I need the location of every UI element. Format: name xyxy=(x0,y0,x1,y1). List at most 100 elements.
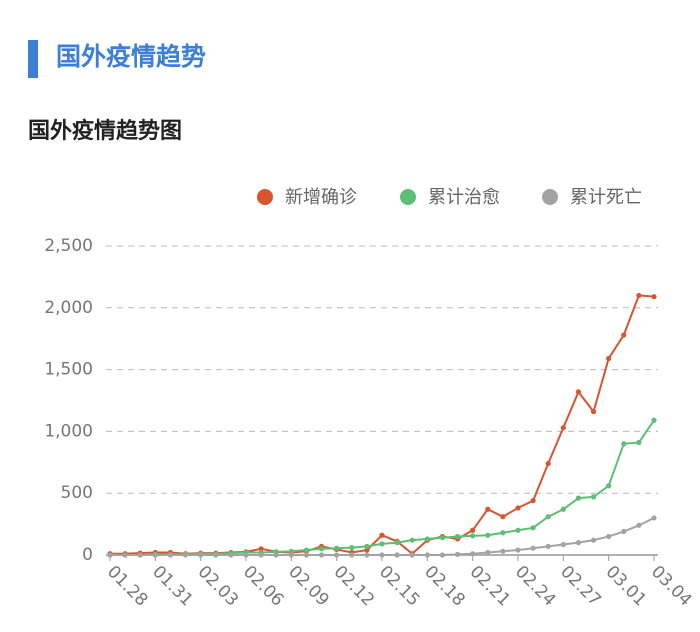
x-tick-label: 02.09 xyxy=(284,562,333,611)
data-point xyxy=(590,409,597,415)
data-point xyxy=(288,548,294,554)
data-point xyxy=(485,532,491,538)
data-point xyxy=(530,498,536,504)
y-tick-label: 2,000 xyxy=(44,298,93,318)
data-point xyxy=(621,441,627,447)
data-point xyxy=(364,543,370,549)
data-point xyxy=(364,552,370,558)
data-point xyxy=(470,533,476,539)
data-point xyxy=(470,551,476,557)
data-point xyxy=(606,533,612,540)
data-point xyxy=(590,494,597,500)
legend-marker xyxy=(542,189,558,205)
data-point xyxy=(500,530,506,536)
data-point xyxy=(182,552,189,558)
data-point xyxy=(530,545,536,551)
data-point xyxy=(394,540,400,546)
data-point xyxy=(334,552,340,558)
data-point xyxy=(515,547,521,553)
data-point xyxy=(364,547,370,553)
data-point xyxy=(424,552,430,558)
header-bar xyxy=(28,40,38,78)
y-tick-label: 0 xyxy=(82,545,93,565)
data-point xyxy=(167,552,174,558)
chart-title: 国外疫情趋势图 xyxy=(28,118,182,144)
data-point xyxy=(379,541,385,547)
x-tick-label: 02.24 xyxy=(511,562,560,611)
data-point xyxy=(318,546,325,552)
y-tick-label: 1,000 xyxy=(44,421,93,441)
data-point xyxy=(424,536,430,542)
data-point xyxy=(258,546,264,552)
data-point xyxy=(621,332,627,338)
x-tick-label: 02.27 xyxy=(556,562,605,611)
y-tick-label: 1,500 xyxy=(44,360,93,380)
data-point xyxy=(636,522,642,528)
data-point xyxy=(545,514,551,520)
data-point xyxy=(500,514,506,520)
data-point xyxy=(651,294,657,300)
x-tick-label: 02.18 xyxy=(420,562,469,611)
data-point xyxy=(213,552,219,558)
series-line xyxy=(110,294,655,556)
data-point xyxy=(152,552,158,558)
data-point xyxy=(137,552,143,558)
data-point xyxy=(303,552,310,558)
data-point xyxy=(651,417,657,423)
x-tick-label: 02.15 xyxy=(375,562,424,611)
data-point xyxy=(485,549,491,556)
data-point xyxy=(394,552,400,558)
x-tick-label: 01.28 xyxy=(103,562,152,611)
data-point xyxy=(500,548,506,554)
data-point xyxy=(575,389,582,395)
y-tick-label: 500 xyxy=(61,483,93,503)
data-point xyxy=(560,425,566,431)
data-point xyxy=(258,552,264,558)
data-point xyxy=(318,552,325,558)
data-point xyxy=(409,537,415,543)
data-point xyxy=(545,543,551,549)
data-point xyxy=(575,495,582,501)
data-point xyxy=(107,552,113,558)
x-tick-label: 03.04 xyxy=(647,562,696,611)
data-point xyxy=(545,460,551,467)
data-point xyxy=(349,552,355,558)
legend-marker xyxy=(400,189,416,205)
data-point xyxy=(454,551,461,557)
data-point xyxy=(122,552,128,558)
data-point xyxy=(651,515,657,521)
data-point xyxy=(303,547,310,553)
data-point xyxy=(636,292,642,299)
data-point xyxy=(515,527,521,533)
x-tick-label: 02.03 xyxy=(194,562,243,611)
data-point xyxy=(470,527,476,533)
legend-label: 累计死亡 xyxy=(570,187,642,208)
data-point xyxy=(409,552,415,558)
x-tick-label: 03.01 xyxy=(602,562,651,611)
data-point xyxy=(530,525,536,531)
data-point xyxy=(485,506,491,512)
data-point xyxy=(621,528,627,535)
data-point xyxy=(575,540,582,546)
data-point xyxy=(560,541,566,548)
data-point xyxy=(379,532,385,538)
data-point xyxy=(228,552,234,558)
legend-label: 新增确诊 xyxy=(285,187,357,208)
data-point xyxy=(243,552,249,558)
x-tick-label: 02.12 xyxy=(330,562,379,611)
x-tick-label: 01.31 xyxy=(148,562,197,611)
data-point xyxy=(590,537,597,543)
data-point xyxy=(439,535,446,541)
data-point xyxy=(606,483,612,489)
x-tick-label: 02.06 xyxy=(239,562,288,611)
data-point xyxy=(515,505,521,511)
data-point xyxy=(379,552,385,558)
legend-marker xyxy=(257,189,273,205)
data-point xyxy=(606,355,612,362)
header-title: 国外疫情趋势 xyxy=(56,42,206,71)
data-point xyxy=(439,552,446,558)
data-point xyxy=(349,544,355,551)
data-point xyxy=(198,552,204,558)
